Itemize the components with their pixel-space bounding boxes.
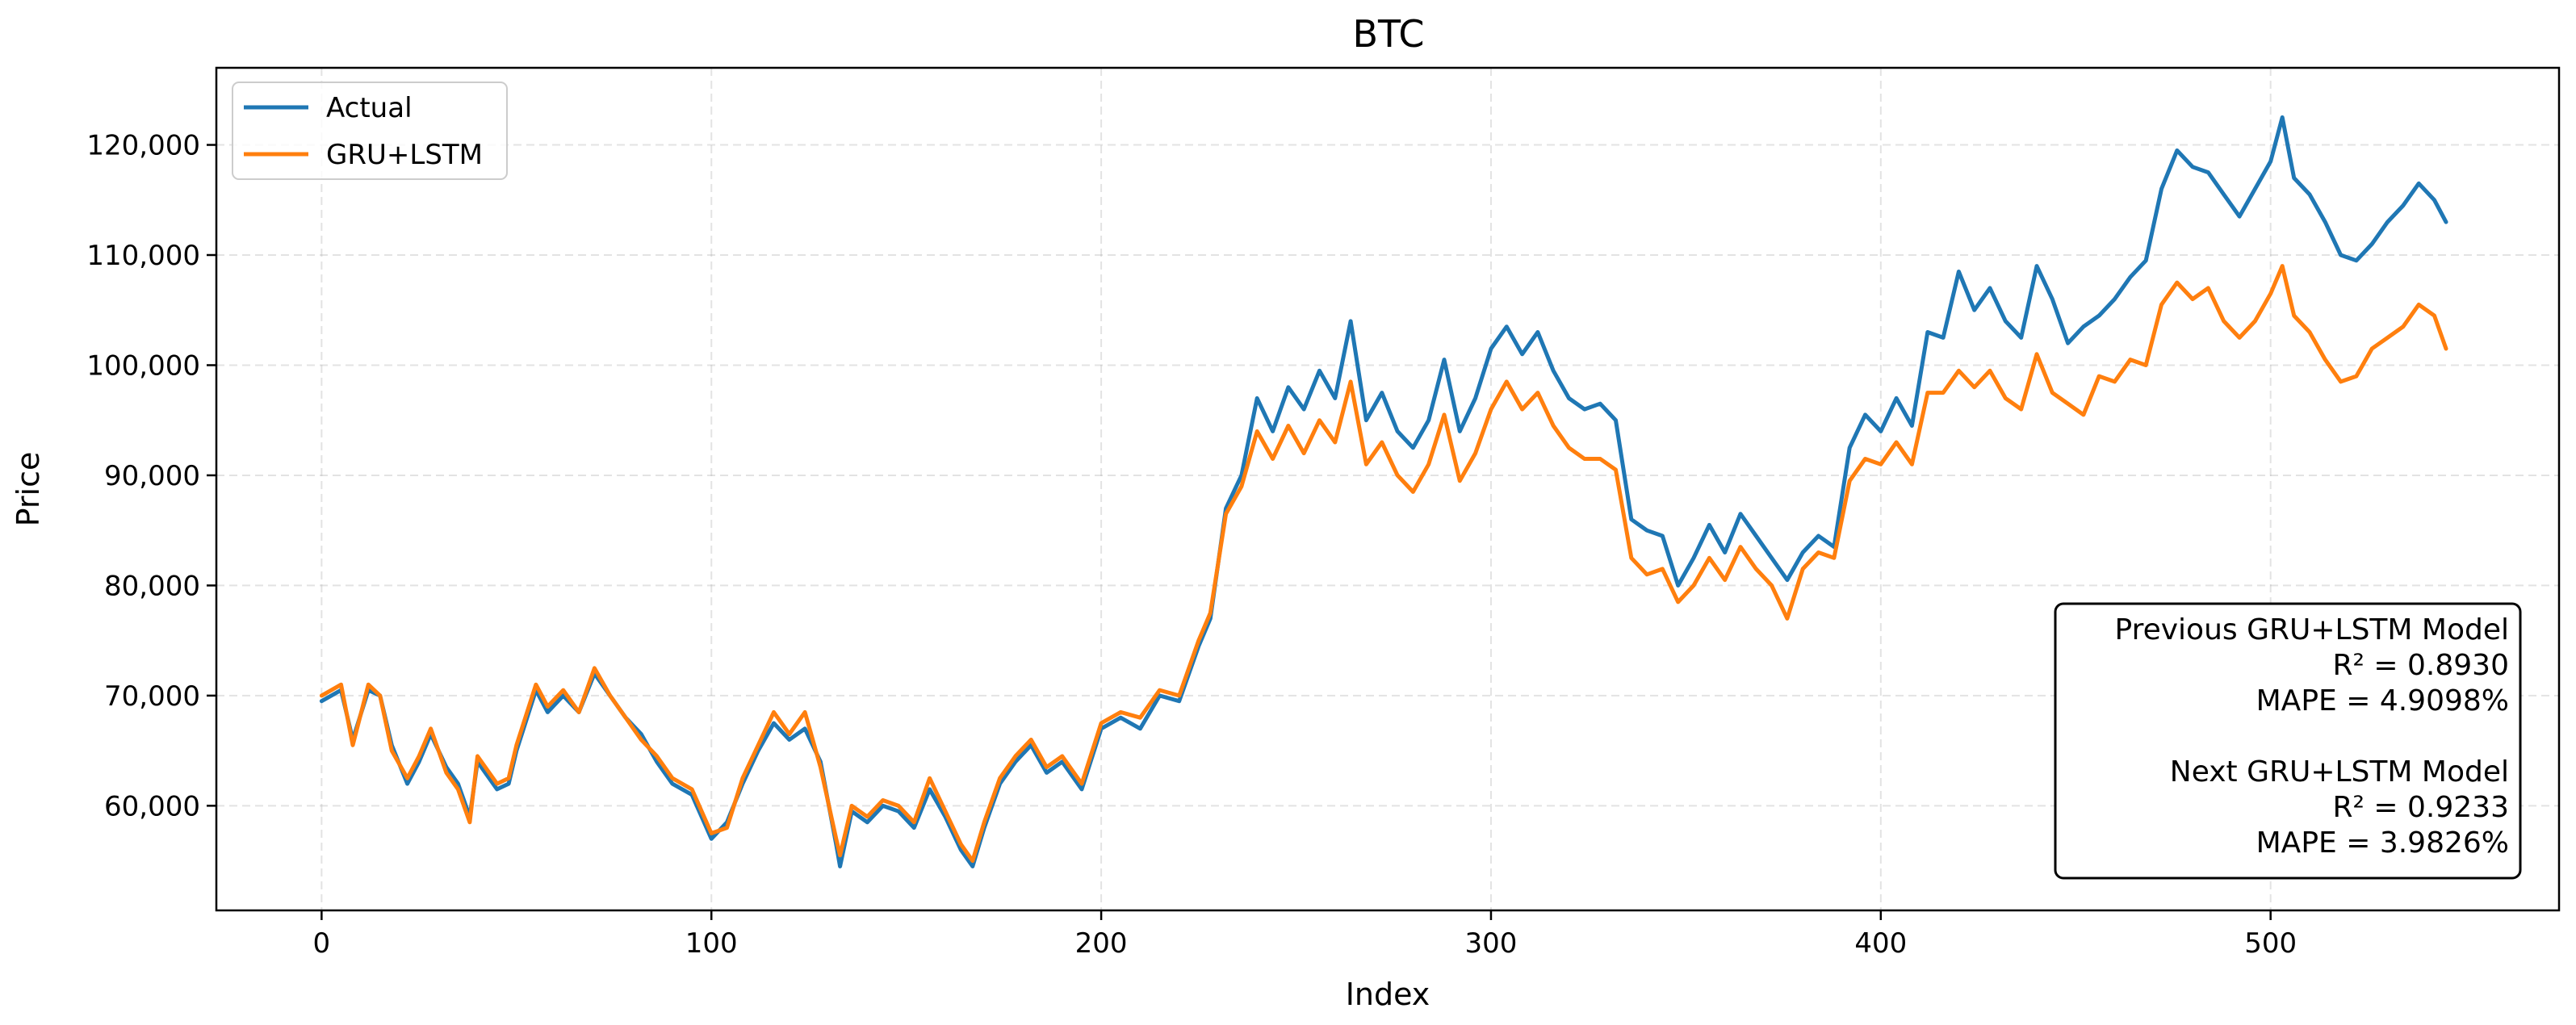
y-axis-label: Price bbox=[10, 452, 46, 527]
annotation-line-2: R² = 0.8930 bbox=[2333, 649, 2509, 682]
y-tick-label: 70,000 bbox=[104, 680, 200, 713]
y-tick-label: 90,000 bbox=[104, 460, 200, 492]
chart-title: BTC bbox=[1352, 12, 1424, 56]
x-tick-label: 100 bbox=[685, 927, 738, 960]
y-tick-label: 60,000 bbox=[104, 790, 200, 822]
legend-label-gru-lstm: GRU+LSTM bbox=[326, 139, 483, 171]
annotation-line-5: Next GRU+LSTM Model bbox=[2170, 755, 2509, 789]
annotation-line-3: MAPE = 4.9098% bbox=[2256, 684, 2509, 718]
metrics-box bbox=[2054, 602, 2522, 880]
axis-ticks: 0 100 200 300 400 500 60,000 70,000 80,000 90,000… bbox=[86, 130, 2297, 960]
annotation-line-1: Previous GRU+LSTM Model bbox=[2115, 613, 2510, 646]
y-tick-label: 100,000 bbox=[86, 349, 200, 382]
y-tick-label: 80,000 bbox=[104, 570, 200, 602]
x-tick-label: 300 bbox=[1465, 927, 1518, 960]
x-tick-label: 400 bbox=[1854, 927, 1907, 960]
annotation-line-6: R² = 0.9233 bbox=[2333, 791, 2509, 824]
x-tick-label: 500 bbox=[2244, 927, 2297, 960]
legend: Actual GRU+LSTM bbox=[232, 82, 508, 180]
legend-label-actual: Actual bbox=[326, 92, 413, 124]
series-line-gru-lstm bbox=[319, 264, 2448, 864]
y-tick-label: 110,000 bbox=[86, 240, 200, 272]
x-tick-label: 200 bbox=[1075, 927, 1128, 960]
series-layer bbox=[319, 115, 2448, 868]
y-tick-label: 120,000 bbox=[86, 130, 200, 162]
series-line-actual bbox=[319, 115, 2448, 868]
metrics-annotation: Previous GRU+LSTM Model R² = 0.8930 MAPE… bbox=[2054, 602, 2522, 880]
plot-frame bbox=[215, 66, 2561, 912]
x-tick-label: 0 bbox=[313, 927, 331, 960]
annotation-line-7: MAPE = 3.9826% bbox=[2256, 826, 2509, 860]
x-axis-label: Index bbox=[1346, 977, 1430, 1012]
